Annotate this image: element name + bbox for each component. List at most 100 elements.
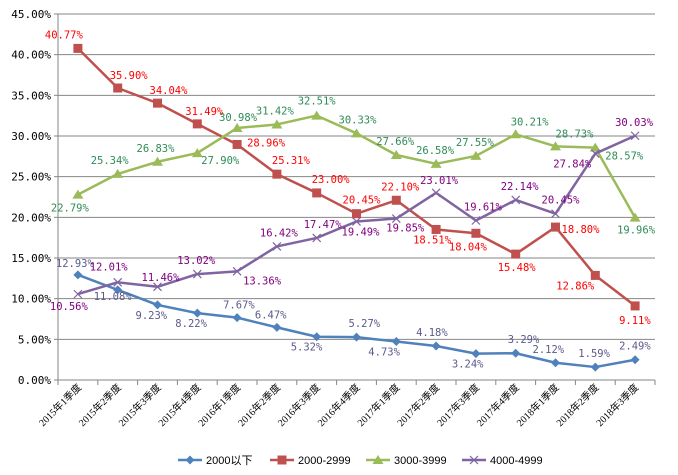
data-point-square [153, 98, 162, 108]
data-point-diamond [590, 362, 600, 372]
data-point-diamond [185, 455, 195, 465]
data-label: 26.83% [137, 143, 176, 155]
legend-item-2000以下: 2000以下 [178, 455, 252, 467]
data-point-diamond [272, 322, 282, 332]
series-4000-4999 [73, 131, 640, 299]
data-point-square [232, 139, 242, 149]
data-point-x [312, 233, 322, 243]
data-label: 3.29% [508, 334, 540, 346]
y-tick-label: 20.00% [11, 211, 51, 224]
data-point-triangle [231, 123, 243, 133]
data-label: 23.00% [312, 174, 351, 186]
data-label: 9.23% [136, 310, 168, 322]
y-tick-label: 25.00% [11, 171, 51, 184]
data-label: 22.14% [501, 181, 540, 193]
legend-item-4000-4999: 4000-4999 [462, 455, 543, 467]
legend-label: 2000-2999 [298, 455, 351, 467]
data-label: 27.66% [376, 136, 415, 148]
x-mark-stroke [551, 209, 560, 219]
data-label: 8.22% [175, 318, 207, 330]
data-label: 9.11% [619, 315, 651, 327]
data-point-triangle [112, 168, 124, 178]
x-mark-stroke [431, 188, 441, 198]
data-point-diamond [153, 300, 162, 310]
data-label: 12.86% [556, 280, 595, 292]
y-tick-label: 15.00% [11, 252, 51, 265]
data-point-diamond [113, 285, 123, 295]
x-mark-stroke [153, 282, 162, 292]
legend-item-2000-2999: 2000-2999 [270, 455, 351, 467]
data-label: 34.04% [150, 85, 189, 97]
data-point-triangle [351, 128, 362, 138]
data-point-x [590, 149, 600, 158]
data-point-diamond [630, 355, 640, 365]
data-label: 27.84% [553, 159, 592, 171]
data-label: 16.42% [260, 227, 299, 239]
data-point-square [277, 455, 287, 465]
data-label: 2.49% [619, 341, 651, 353]
data-point-x [113, 277, 123, 287]
x-mark-stroke [469, 455, 479, 465]
data-label: 18.51% [413, 234, 452, 246]
y-axis: 0.00% 5.00% 10.00% 15.00% 20.00% 25.00% 30.00%… [11, 8, 59, 387]
data-label: 10.56% [50, 301, 89, 313]
data-point-triangle [72, 189, 84, 199]
data-point-x [431, 188, 441, 198]
data-point-square [551, 222, 560, 232]
series-3000-3999 [72, 110, 641, 222]
data-point-diamond [471, 349, 481, 359]
data-label: 40.77% [45, 29, 84, 41]
data-label: 1.59% [578, 348, 610, 360]
data-point-diamond [391, 337, 401, 347]
data-point-x [469, 455, 479, 465]
data-label: 22.79% [51, 203, 90, 215]
y-tick-label: 45.00% [11, 8, 51, 21]
data-label: 12.01% [90, 261, 129, 273]
data-label: 30.98% [219, 112, 258, 124]
data-point-x [352, 217, 361, 226]
data-point-triangle [271, 119, 283, 129]
data-label: 31.49% [185, 106, 224, 118]
data-label: 22.10% [381, 181, 420, 193]
data-label: 6.47% [255, 309, 287, 321]
data-label: 25.34% [91, 155, 130, 167]
data-label: 28.73% [556, 128, 595, 140]
data-label: 23.01% [420, 175, 459, 187]
y-tick-label: 30.00% [11, 130, 51, 143]
data-point-x [153, 282, 162, 292]
data-point-x [232, 266, 242, 276]
data-label: 28.96% [247, 137, 286, 149]
data-label: 31.42% [256, 105, 295, 117]
series-2000-2999 [73, 43, 640, 311]
y-tick-label: 40.00% [11, 49, 51, 62]
data-point-square [192, 119, 202, 129]
x-tick-label: 2018年3季度 [593, 381, 641, 429]
data-point-diamond [312, 332, 322, 342]
data-point-square [471, 228, 481, 238]
data-point-triangle [372, 455, 384, 464]
data-point-triangle [390, 150, 402, 160]
data-point-x [471, 216, 481, 225]
x-mark-stroke [192, 269, 202, 279]
data-label: 26.58% [416, 145, 455, 157]
data-point-diamond [232, 313, 242, 323]
data-point-triangle [550, 141, 561, 151]
legend: 2000以下 2000-2999 3000-3999 4000-4999 [178, 455, 543, 467]
data-point-triangle [152, 156, 163, 166]
data-label: 4.73% [368, 347, 400, 359]
data-point-square [511, 249, 521, 259]
data-label: 19.85% [386, 223, 425, 235]
series-group [72, 43, 641, 372]
data-label: 19.61% [464, 202, 503, 214]
data-point-triangle [430, 158, 442, 168]
data-point-square [272, 169, 282, 179]
data-point-triangle [589, 142, 601, 152]
legend-label: 2000以下 [206, 455, 252, 467]
data-point-x [630, 131, 640, 141]
data-label: 27.55% [456, 137, 495, 149]
data-point-diamond [192, 308, 202, 318]
x-mark-stroke [232, 266, 242, 276]
x-mark-stroke [272, 242, 282, 251]
y-tick-label: 35.00% [11, 89, 51, 102]
